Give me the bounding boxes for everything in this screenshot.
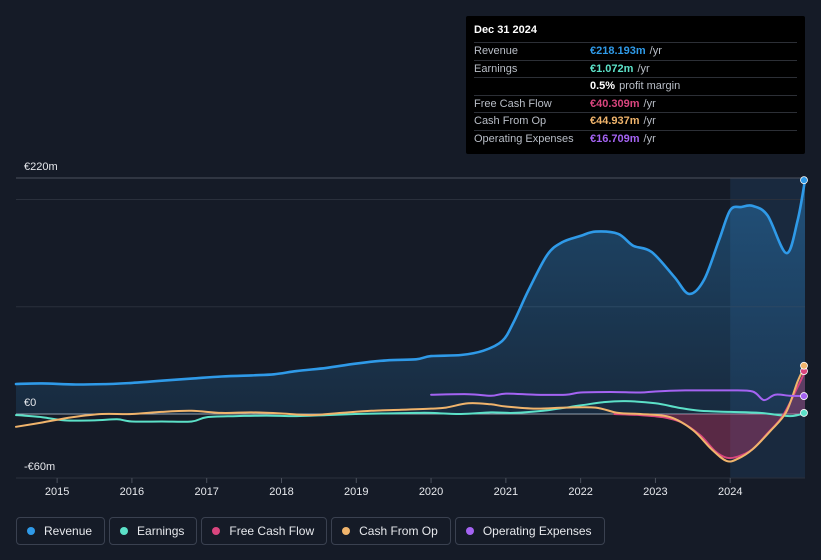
x-tick-label: 2017 (194, 486, 218, 498)
revenue-area (16, 180, 805, 414)
tooltip-row-value: €40.309m (590, 97, 640, 110)
revenue-line (14, 178, 807, 386)
tooltip-row-unit: /yr (649, 45, 662, 58)
x-tick-label: 2021 (494, 486, 518, 498)
x-axis-ticks: 2015 2016 2017 2018 2019 2020 2021 2022 2023 2024 (45, 478, 742, 498)
tooltip-row-label: Revenue (474, 45, 519, 58)
x-tick-label: 2020 (419, 486, 443, 498)
series-endpoints (800, 176, 808, 417)
tooltip-row-revenue: Revenue €218.193m/yr (474, 42, 797, 60)
cash-from-op-endpoint (800, 361, 808, 370)
tooltip-row-operating-expenses: Operating Expenses €16.709m/yr (474, 129, 797, 148)
legend-item-cash-from-op[interactable]: Cash From Op (331, 517, 451, 545)
tooltip-row-cash-from-op: Cash From Op €44.937m/yr (474, 112, 797, 130)
earnings-line (15, 400, 806, 423)
tooltip-row-label: Earnings (474, 62, 518, 75)
x-tick-label: 2022 (568, 486, 592, 498)
tooltip-row-unit: /yr (643, 97, 656, 110)
tooltip-row-value: €1.072m (590, 62, 634, 75)
legend-item-free-cash-flow[interactable]: Free Cash Flow (201, 517, 328, 545)
x-tick-label: 2018 (269, 486, 293, 498)
y-axis-label: €220m (24, 161, 58, 173)
legend-label: Operating Expenses (482, 524, 592, 538)
tooltip-row-unit: profit margin (619, 80, 681, 93)
tooltip-row-label: Free Cash Flow (474, 97, 552, 110)
x-tick-label: 2019 (344, 486, 368, 498)
legend-item-earnings[interactable]: Earnings (109, 517, 198, 545)
legend-dot-icon (27, 527, 35, 535)
tooltip-row-value: €16.709m (590, 132, 640, 145)
legend-item-operating-expenses[interactable]: Operating Expenses (454, 517, 605, 545)
legend: Revenue Earnings Free Cash Flow Cash From O… (16, 517, 605, 545)
tooltip-row-earnings: Earnings €1.072m/yr (474, 59, 797, 78)
tooltip-rows: Revenue €218.193m/yr Earnings €1.072m/yr 0.5… (474, 42, 797, 147)
tooltip-row-profit-margin: 0.5% profit margin (474, 77, 797, 95)
tooltip-row-value: €218.193m (590, 45, 646, 58)
operating-expenses-line (430, 389, 806, 402)
operating-expenses-endpoint (800, 392, 808, 400)
tooltip-row-value: 0.5% (590, 80, 616, 93)
legend-dot-icon (465, 527, 474, 535)
legend-dot-icon (120, 527, 129, 535)
x-tick-label: 2016 (120, 486, 144, 498)
y-axis-labels: €220m €0 -€60m (24, 161, 58, 473)
tooltip-row-label: Cash From Op (474, 115, 547, 128)
x-tick-label: 2023 (643, 486, 667, 498)
earnings-endpoint (800, 409, 808, 417)
cash-from-op-line (15, 364, 806, 463)
chart: €220m €0 -€60m 2015 2016 2017 2018 2019 2020 202… (14, 161, 808, 498)
tooltip-row-free-cash-flow: Free Cash Flow €40.309m/yr (474, 94, 797, 113)
tooltip: Dec 31 2024 Revenue €218.193m/yr Earnings €… (466, 16, 805, 154)
tooltip-row-unit: /yr (643, 115, 656, 128)
revenue-endpoint (800, 176, 808, 185)
x-tick-label: 2015 (45, 486, 69, 498)
legend-label: Revenue (44, 524, 93, 538)
legend-item-revenue[interactable]: Revenue (16, 517, 106, 545)
tooltip-row-unit: /yr (643, 132, 656, 145)
legend-dot-icon (342, 527, 351, 535)
legend-label: Earnings (137, 524, 185, 538)
free-cash-flow-area (614, 371, 805, 459)
series-lines (14, 178, 807, 463)
legend-label: Cash From Op (359, 524, 438, 538)
tooltip-row-unit: /yr (637, 62, 650, 75)
y-axis-label: -€60m (24, 461, 55, 473)
tooltip-row-label: Operating Expenses (474, 132, 574, 145)
legend-label: Free Cash Flow (229, 524, 315, 538)
legend-dot-icon (212, 527, 221, 535)
series-areas (16, 180, 805, 459)
x-tick-label: 2024 (718, 486, 742, 498)
y-axis-label: €0 (24, 397, 36, 409)
tooltip-date: Dec 31 2024 (474, 24, 537, 36)
tooltip-row-value: €44.937m (590, 115, 640, 128)
